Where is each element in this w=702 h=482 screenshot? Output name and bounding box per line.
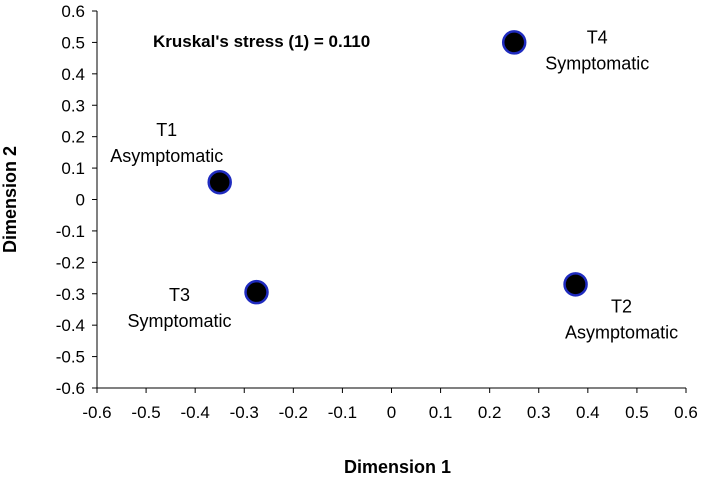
point-sublabel-t2: Asymptomatic — [565, 322, 678, 342]
point-sublabel-t4: Symptomatic — [545, 53, 649, 73]
y-tick-label: 0.3 — [61, 96, 85, 115]
x-tick-label: 0.2 — [478, 403, 502, 422]
point-label-t1: T1 — [156, 120, 177, 140]
x-tick-label: -0.4 — [181, 403, 210, 422]
y-tick-label: -0.3 — [56, 285, 85, 304]
y-tick-label: -0.6 — [56, 379, 85, 398]
y-axis: 0.6 0.5 0.4 0.3 0.2 0.1 0 -0.1 -0.2 -0.3 -0.4 -0.5 -… — [56, 2, 98, 398]
y-axis-title: Dimension 2 — [0, 146, 20, 253]
y-tick-label: 0.1 — [61, 159, 85, 178]
point-sublabel-t3: Symptomatic — [128, 311, 232, 331]
y-tick-label: -0.4 — [56, 316, 85, 335]
y-tick-label: 0.6 — [61, 2, 85, 21]
x-tick-label: 0.4 — [576, 403, 600, 422]
x-tick-label: -0.1 — [328, 403, 357, 422]
x-tick-label: 0.3 — [527, 403, 551, 422]
x-tick-label: -0.3 — [230, 403, 259, 422]
x-tick-label: 0.6 — [674, 403, 698, 422]
data-point-t3 — [244, 279, 269, 305]
data-points: T1 Asymptomatic T2 Asymptomatic T3 Symptomati… — [110, 27, 678, 342]
point-label-t2: T2 — [611, 296, 632, 316]
point-label-t4: T4 — [587, 27, 608, 47]
x-tick-label: 0.1 — [429, 403, 453, 422]
x-axis-title: Dimension 1 — [344, 457, 451, 477]
data-point-t1 — [207, 169, 232, 195]
y-tick-label: -0.2 — [56, 253, 85, 272]
y-tick-label: 0.5 — [61, 33, 85, 52]
data-point-t2 — [563, 272, 588, 297]
x-axis: -0.6 -0.5 -0.4 -0.3 -0.2 -0.1 0 0.1 0.2 0.3 0.4 0.5… — [82, 387, 698, 422]
x-tick-label: 0.5 — [625, 403, 649, 422]
x-tick-label: -0.6 — [82, 403, 111, 422]
y-tick-label: -0.1 — [56, 222, 85, 241]
y-tick-label: 0.2 — [61, 128, 85, 147]
y-tick-label: 0.4 — [61, 65, 85, 84]
stress-annotation: Kruskal's stress (1) = 0.110 — [153, 32, 370, 51]
x-tick-label: -0.2 — [279, 403, 308, 422]
point-sublabel-t1: Asymptomatic — [110, 146, 223, 166]
y-tick-label: -0.5 — [56, 348, 85, 367]
point-label-t3: T3 — [169, 285, 190, 305]
y-tick-label: 0 — [76, 191, 85, 210]
x-tick-label: 0 — [387, 403, 396, 422]
data-point-t4 — [501, 30, 527, 55]
x-tick-label: -0.5 — [131, 403, 160, 422]
